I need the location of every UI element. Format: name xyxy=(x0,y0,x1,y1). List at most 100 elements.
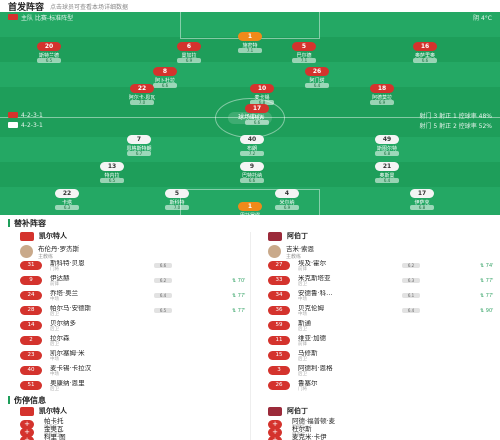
list-item[interactable]: 34 安德鲁·科… 中场 6.1 ⇅ 77' xyxy=(268,288,494,303)
player-marker[interactable]: 17 法拉希 6.6 xyxy=(230,104,284,126)
sub-position: 后卫 xyxy=(298,281,307,287)
lineup-title: 首发阵容 xyxy=(8,2,45,13)
player-marker[interactable]: 13 特内拉 6.5 xyxy=(85,162,139,184)
home-coach[interactable]: 布伦丹·罗杰斯 主教练 xyxy=(20,242,79,260)
bottom-penalty-box xyxy=(180,189,320,215)
list-item[interactable]: 24 乔塔·奥兰 中场 6.4 ⇅ 77' xyxy=(20,288,246,303)
sub-name: 帕尔马·安德斯 xyxy=(50,304,92,312)
list-item[interactable]: 11 维亚·加德 前锋 xyxy=(268,333,398,348)
player-marker[interactable]: 10 麦卡锡 6.8 xyxy=(235,84,289,106)
player-rating: 7.1 xyxy=(292,58,316,63)
list-item[interactable]: 3 阿德利·恩格 后卫 xyxy=(268,363,398,378)
player-marker[interactable]: 49 斯图尔特 6.8 xyxy=(360,135,414,157)
player-marker[interactable]: 7 恩格斯特朗 6.7 xyxy=(112,135,166,157)
pitch-top-bar: 主队 比赛-标准阵型 阴 4°C xyxy=(0,12,500,22)
sub-name: 奥康纳·恩里 xyxy=(50,379,85,387)
sub-position: 后卫 xyxy=(50,341,59,347)
player-marker[interactable]: 22 阿尔卡·恩瓦 7.0 xyxy=(115,84,169,106)
list-item[interactable]: 36 贝克伦姆 中场 6.4 ⇅ 90' xyxy=(268,303,494,318)
player-marker[interactable]: 26 阿门塔 6.4 xyxy=(290,67,344,89)
player-marker[interactable]: 16 奥萨里奥 6.6 xyxy=(398,42,452,64)
injury-name: 金奥瓦 xyxy=(44,425,64,433)
home-coach-label: 主队 比赛-标准阵型 xyxy=(21,14,74,22)
list-item[interactable]: 33 米克斯塔亚 后卫 6.3 ⇅ 77' xyxy=(268,273,494,288)
player-rating: 6.5 xyxy=(100,178,124,183)
player-marker[interactable]: 40 布朗 7.2 xyxy=(225,135,279,157)
player-marker[interactable]: 21 奥斯曼 6.4 xyxy=(360,162,414,184)
injury-name: 帕卡托 xyxy=(44,417,64,425)
injury-item[interactable]: +科里·图脚踝受伤 xyxy=(20,434,66,440)
player-name: 奥斯曼 xyxy=(379,173,395,178)
player-marker[interactable]: 8 阿卜杜拉 6.6 xyxy=(138,67,192,89)
player-marker[interactable]: 17 伊萨克 6.8 xyxy=(395,189,449,211)
player-rating: 6.6 xyxy=(240,178,264,183)
sub-number: 27 xyxy=(268,261,290,270)
player-name: 米尔纳 xyxy=(279,200,295,205)
bench-section-title: 替补阵容 xyxy=(0,218,500,228)
injury-item[interactable]: +麦克米·卡伊膝盖伤 xyxy=(268,434,327,440)
player-marker[interactable]: 4 米尔纳 6.9 xyxy=(260,189,314,211)
sub-number: 51 xyxy=(20,381,42,390)
away-coach[interactable]: 吉米·索恩 主教练 xyxy=(268,242,314,260)
home-crest-icon xyxy=(8,112,18,118)
player-rating: 6.3 xyxy=(55,205,79,210)
list-item[interactable]: 51 奥康纳·恩里 后卫 xyxy=(20,378,150,393)
player-rating: 6.9 xyxy=(275,205,299,210)
list-item[interactable]: 59 斯通 后卫 xyxy=(268,318,398,333)
player-marker[interactable]: 1 施密特 7.1 xyxy=(223,32,277,54)
shirt-number: 10 xyxy=(250,84,274,93)
list-item[interactable]: 31 斯科特·贝恩 门将 6.6 xyxy=(20,258,172,273)
player-name: 麦卡锡 xyxy=(254,95,270,100)
player-marker[interactable]: 22 卡塔 6.3 xyxy=(40,189,94,211)
sub-number: 28 xyxy=(20,306,42,315)
sub-position: 后卫 xyxy=(50,326,59,332)
list-item[interactable]: 14 贝尔纳多 后卫 xyxy=(20,318,150,333)
player-marker[interactable]: 18 阿德莫拉 6.9 xyxy=(355,84,409,106)
list-item[interactable]: 9 伊达赫 前锋 6.2 ⇅ 70' xyxy=(20,273,246,288)
player-marker[interactable]: 1巴托罗缪7.3 xyxy=(223,202,277,215)
player-name: 恩格斯特朗 xyxy=(126,146,152,151)
player-name: 法拉希 xyxy=(249,115,265,120)
sub-rating: 6.2 xyxy=(402,263,420,268)
player-rating: 6.9 xyxy=(370,100,394,105)
list-item[interactable]: 15 马修斯 后卫 xyxy=(268,348,398,363)
injury-item[interactable]: + 杜尔斯 肌肉伤 xyxy=(268,426,312,438)
lineup-header: 首发阵容 点击球员可查看本场详细数据 xyxy=(0,0,500,13)
away-team-crest-icon xyxy=(268,406,282,416)
player-marker[interactable]: 5 斯科特 7.0 xyxy=(150,189,204,211)
sub-number: 40 xyxy=(20,366,42,375)
sub-position: 前锋 xyxy=(298,266,307,272)
sub-position: 后卫 xyxy=(298,356,307,362)
injury-item[interactable]: + 帕卡托 膝盖伤 xyxy=(20,418,64,430)
player-name: 布朗 xyxy=(246,146,257,151)
shirt-number: 13 xyxy=(100,162,124,171)
player-marker[interactable]: 6 曼加拉 6.9 xyxy=(162,42,216,64)
injury-item[interactable]: + 阿德·福普顿·麦 腿部伤 xyxy=(268,418,335,430)
list-item[interactable]: 28 帕尔马·安德斯 后卫 6.5 ⇅ 77' xyxy=(20,303,246,318)
medical-cross-icon: + xyxy=(268,419,282,429)
medical-cross-icon: + xyxy=(20,427,34,437)
injury-reason: 肌肉伤 xyxy=(292,433,306,438)
shirt-number: 16 xyxy=(413,42,437,51)
list-item[interactable]: 2 拉尔森 后卫 xyxy=(20,333,150,348)
home-stats: 射门 3 射正 1 控球率 48% xyxy=(419,112,492,120)
list-item[interactable]: 40 麦卡锡·卡拉汉 中场 xyxy=(20,363,150,378)
away-team-header: 阿伯丁 xyxy=(268,230,308,242)
list-item[interactable]: 27 埃及·霍尔 前锋 6.2 ⇅ 74' xyxy=(268,258,494,273)
sub-minute: ⇅ 74' xyxy=(480,262,494,269)
sub-minute: ⇅ 77' xyxy=(480,292,494,299)
sub-name: 马修斯 xyxy=(298,349,318,357)
player-marker[interactable]: 5 巴尔德 7.1 xyxy=(277,42,331,64)
player-marker[interactable]: 20 斯特兰德 6.5 xyxy=(22,42,76,64)
list-item[interactable]: 26 鲁塞尔 门将 xyxy=(268,378,398,393)
medical-cross-icon: + xyxy=(20,435,34,440)
injury-name: 麦克米·卡伊 xyxy=(292,433,327,440)
sub-name: 凯尔塞姆·米 xyxy=(50,349,85,357)
shirt-number: 7 xyxy=(127,135,151,144)
sub-name: 斯科特·贝恩 xyxy=(50,259,85,267)
sub-number: 33 xyxy=(268,276,290,285)
player-marker[interactable]: 9 巴特托纳 6.6 xyxy=(225,162,279,184)
injury-item[interactable]: + 金奥瓦 腿筋受伤 xyxy=(20,426,64,438)
sub-position: 后卫 xyxy=(298,326,307,332)
list-item[interactable]: 23 凯尔塞姆·米 中场 xyxy=(20,348,150,363)
